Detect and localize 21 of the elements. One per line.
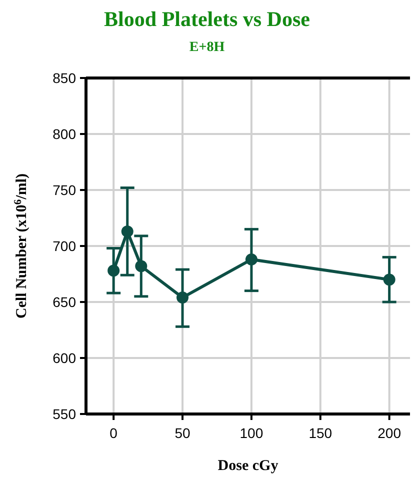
y-tick-label: 700 <box>52 238 76 254</box>
x-tick-label: 100 <box>240 425 264 441</box>
x-tick-label: 0 <box>110 425 118 441</box>
y-tick-label: 750 <box>52 182 76 198</box>
y-tick-label: 800 <box>52 126 76 142</box>
x-axis-title: Dose cGy <box>218 458 279 474</box>
point <box>121 225 134 238</box>
y-tick-label: 650 <box>52 294 76 310</box>
point <box>135 260 148 272</box>
x-tick-label: 150 <box>308 425 332 441</box>
x-tick-label: 50 <box>174 425 191 441</box>
x-tick-label: 200 <box>378 425 402 441</box>
point <box>383 274 396 286</box>
chart-title: Blood Platelets vs Dose <box>104 7 310 31</box>
y-tick-label: 550 <box>52 406 76 422</box>
point <box>176 292 189 304</box>
chart-subtitle: E+8H <box>189 40 225 55</box>
point <box>108 264 120 277</box>
y-tick-label: 600 <box>52 350 76 366</box>
y-tick-label: 850 <box>52 70 76 86</box>
point <box>245 253 258 266</box>
